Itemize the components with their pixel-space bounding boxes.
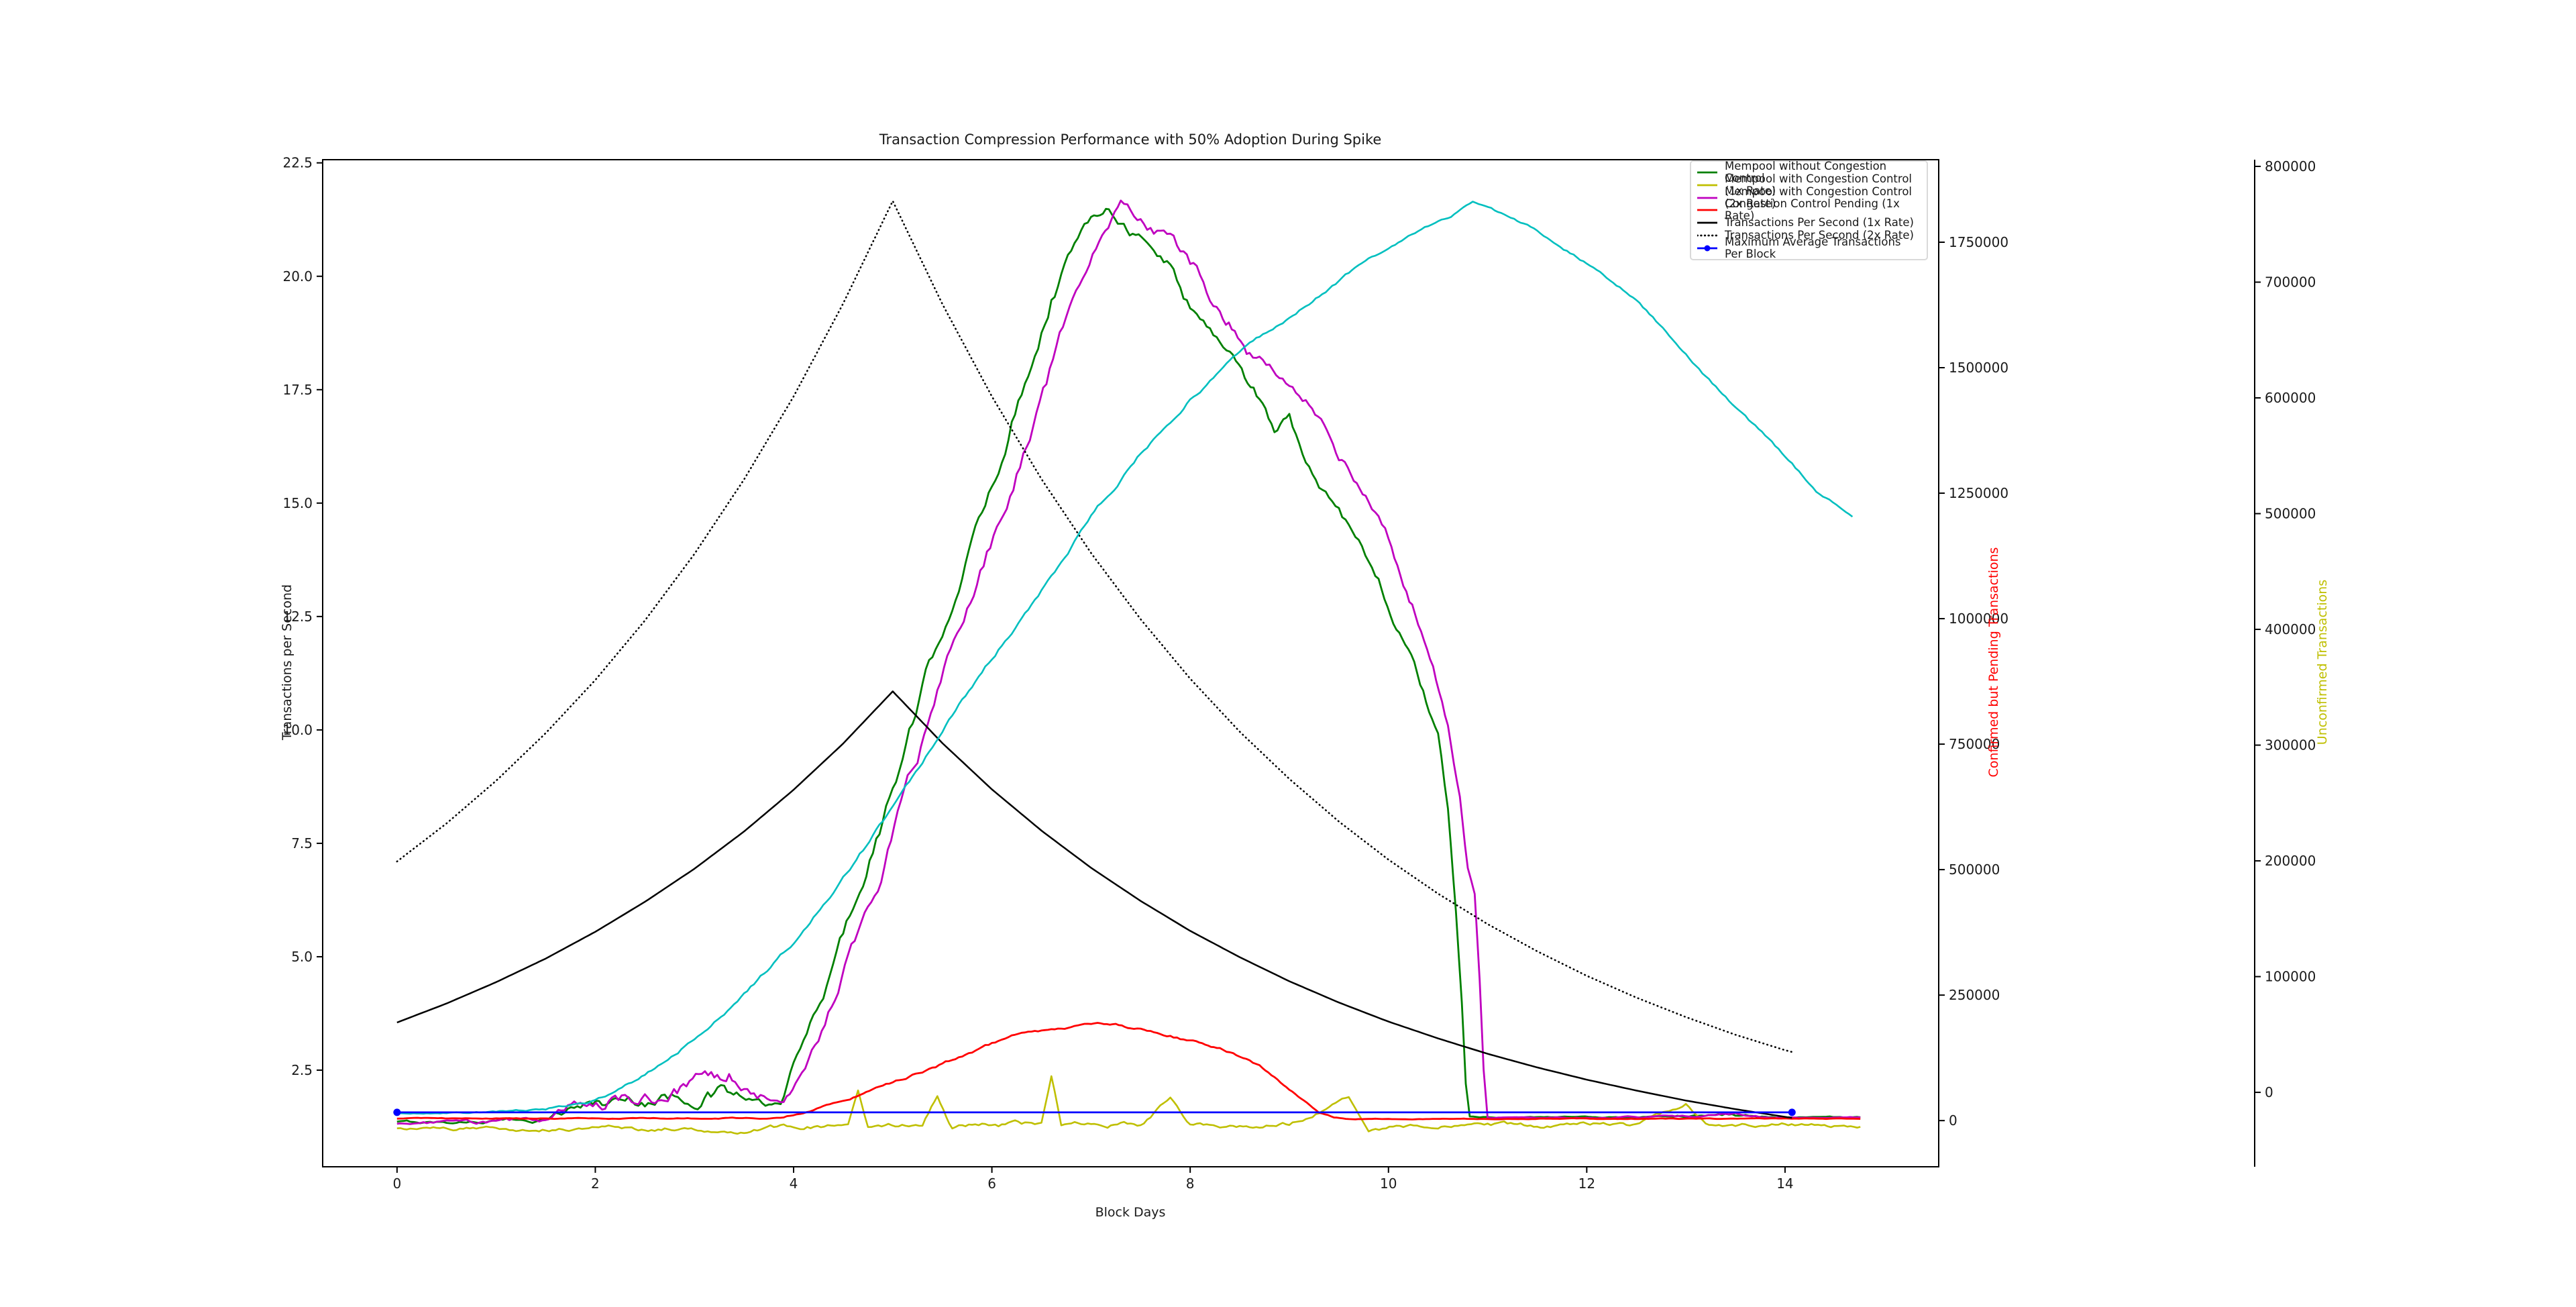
legend-item-label: Transactions Per Second (1x Rate) (1725, 216, 1914, 229)
y-left-tick-label: 15.0 (282, 495, 313, 511)
series-line-6 (396, 201, 1854, 1115)
y-right1-tick-label: 750000 (1949, 736, 2000, 752)
x-tick-label: 6 (987, 1175, 996, 1192)
y-right2-tick-label: 300000 (2265, 737, 2316, 753)
legend-item-label: Mempool with Congestion Control (2x Rate… (1725, 185, 1912, 210)
chart-title: Transaction Compression Performance with… (879, 132, 1382, 148)
y-axis-left-label: Transactions per Second (280, 584, 294, 741)
y-right1-tick-label: 250000 (1949, 987, 2000, 1003)
legend-item-6: Maximum Average Transactions Per Block (1697, 236, 1921, 260)
y-axis-right2-label: Unconfirmed Transactions (2315, 579, 2330, 745)
legend-item-label: Congestion Control Pending (1x Rate) (1725, 197, 1900, 223)
legend-line-sample (1697, 166, 1717, 178)
legend-line-sample (1697, 204, 1717, 216)
series-line-1 (396, 1075, 1861, 1135)
y-right2-tick-label: 200000 (2265, 853, 2316, 869)
y-left-tick-label: 20.0 (282, 268, 313, 284)
legend-item-1: Mempool with Congestion Control (1x Rate… (1697, 172, 1921, 197)
series-line-2 (396, 199, 1861, 1125)
legend-item-0: Mempool without Congestion Control (1697, 160, 1921, 185)
legend-line-sample (1697, 242, 1717, 254)
y-right2-tick-label: 600000 (2265, 390, 2316, 406)
y-right2-tick-label: 100000 (2265, 969, 2316, 985)
legend-line-sample (1697, 192, 1717, 204)
x-tick-label: 2 (591, 1175, 600, 1192)
x-tick-label: 0 (392, 1175, 401, 1192)
y-right2-tick-label: 500000 (2265, 506, 2316, 522)
legend-item-label: Maximum Average Transactions Per Block (1725, 235, 1901, 260)
series-line-3 (396, 1022, 1861, 1120)
y-right2-tick-label: 700000 (2265, 274, 2316, 291)
y-right2-tick-label: 400000 (2265, 621, 2316, 637)
legend-item-5: Transactions Per Second (2x Rate) (1696, 229, 1921, 242)
legend-item-4: Transactions Per Second (1x Rate) (1697, 217, 1921, 229)
y-left-tick-label: 5.0 (291, 949, 313, 965)
y-left-tick-label: 10.0 (282, 722, 313, 738)
y-right1-tick-label: 1250000 (1949, 485, 2008, 501)
legend-item-label: Mempool with Congestion Control (1x Rate… (1725, 172, 1912, 197)
x-tick-label: 4 (790, 1175, 798, 1192)
y-left-tick-label: 22.5 (282, 155, 313, 171)
series-line-0 (396, 207, 1861, 1125)
x-axis-label: Block Days (1095, 1205, 1166, 1220)
legend: Mempool without Congestion Control Mempoo… (1690, 160, 1928, 260)
legend-item-label: Transactions Per Second (2x Rate) (1725, 229, 1914, 242)
legend-line-sample (1697, 179, 1717, 191)
y-left-tick-label: 7.5 (291, 835, 313, 851)
x-tick-label: 8 (1186, 1175, 1195, 1192)
y-right1-tick-label: 1000000 (1949, 611, 2008, 627)
y-right1-tick-label: 0 (1949, 1112, 1957, 1129)
y-left-tick-label: 12.5 (282, 609, 313, 625)
y-right1-tick-label: 500000 (1949, 861, 2000, 878)
y-left-tick-label: 17.5 (282, 382, 313, 398)
y-left-tick-label: 2.5 (291, 1062, 313, 1078)
plot-area (322, 159, 1939, 1167)
legend-line-sample (1697, 217, 1717, 229)
x-tick-label: 14 (1776, 1175, 1793, 1192)
x-tick-label: 12 (1578, 1175, 1595, 1192)
legend-line-sample (1696, 229, 1719, 242)
series-line-5 (396, 200, 1793, 1053)
y-right1-tick-label: 1500000 (1949, 360, 2008, 376)
y-right2-tick-label: 0 (2265, 1084, 2273, 1100)
x-tick-label: 10 (1380, 1175, 1397, 1192)
legend-item-2: Mempool with Congestion Control (2x Rate… (1697, 185, 1921, 209)
legend-item-label: Mempool without Congestion Control (1725, 160, 1887, 185)
y-right1-tick-label: 1750000 (1949, 234, 2008, 250)
series-marker (393, 1108, 401, 1116)
series-line-4 (396, 690, 1792, 1119)
legend-item-3: Congestion Control Pending (1x Rate) (1697, 198, 1921, 222)
y-axis-right1-label: Confirmed but Pending Transactions (1986, 547, 2001, 778)
y-right2-tick-label: 800000 (2265, 158, 2316, 174)
series-marker (1788, 1108, 1796, 1116)
